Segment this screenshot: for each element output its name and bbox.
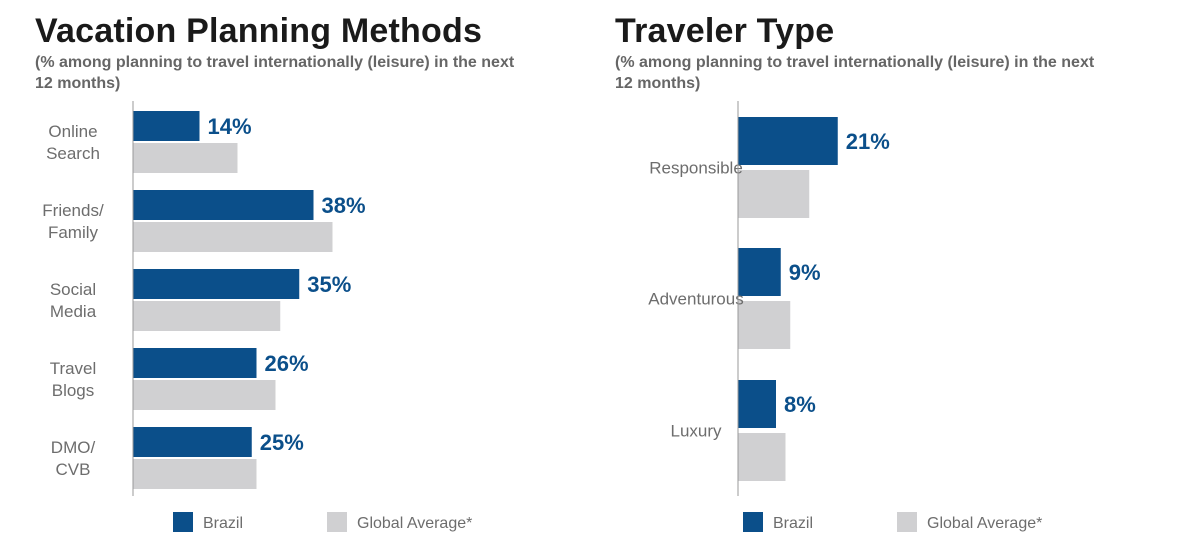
bar-global-average xyxy=(738,433,786,481)
legend-swatch-brazil xyxy=(743,512,763,532)
bar-global-average xyxy=(133,301,281,331)
category-label: DMO/ xyxy=(51,438,96,457)
data-label: 38% xyxy=(322,193,366,218)
category-label: Adventurous xyxy=(648,290,743,309)
legend-swatch-global-average xyxy=(897,512,917,532)
data-label: 21% xyxy=(846,129,890,154)
category-label: Responsible xyxy=(649,159,743,178)
category-label: Media xyxy=(50,302,97,321)
bar-brazil xyxy=(738,248,781,296)
bar-global-average xyxy=(133,459,257,489)
bar-global-average xyxy=(133,143,238,173)
category-label: Online xyxy=(48,122,97,141)
chart-title: Vacation Planning Methods xyxy=(35,12,483,50)
data-label: 25% xyxy=(260,430,304,455)
traveler-type-panel: 21% Responsible 9% Adventurous 8% Luxury Brazi… xyxy=(600,0,1200,546)
category-label: Friends/ xyxy=(42,201,104,220)
data-label: 35% xyxy=(307,272,351,297)
bar-global-average xyxy=(738,170,810,218)
bar-brazil xyxy=(133,348,257,378)
bar-global-average xyxy=(133,380,276,410)
bar-brazil xyxy=(133,111,200,141)
bar-brazil xyxy=(738,380,776,428)
chart-subtitle: (% among planning to travel internationa… xyxy=(615,54,1095,92)
bar-brazil xyxy=(133,427,252,457)
chart-title: Traveler Type xyxy=(615,12,835,50)
legend-label-brazil: Brazil xyxy=(203,515,243,532)
traveler-type-chart: 21% Responsible 9% Adventurous 8% Luxury Brazi… xyxy=(648,101,1042,532)
category-label: Family xyxy=(48,223,99,242)
bar-brazil xyxy=(738,117,838,165)
category-label: Social xyxy=(50,280,96,299)
bar-global-average xyxy=(133,222,333,252)
data-label: 8% xyxy=(784,392,816,417)
bar-global-average xyxy=(738,301,791,349)
legend-swatch-brazil xyxy=(173,512,193,532)
category-label: Blogs xyxy=(52,381,95,400)
legend-label-global-average: Global Average* xyxy=(927,515,1042,532)
bar-brazil xyxy=(133,269,300,299)
category-label: Travel xyxy=(50,359,97,378)
category-label: Luxury xyxy=(670,422,722,441)
legend-label-brazil: Brazil xyxy=(773,515,813,532)
vacation-planning-chart: 14% Online Search 38% Friends/Family 35% Socia… xyxy=(42,101,472,532)
chart-subtitle: (% among planning to travel internationa… xyxy=(35,54,515,92)
data-label: 14% xyxy=(208,114,252,139)
data-label: 9% xyxy=(789,260,821,285)
vacation-planning-panel: 14% Online Search 38% Friends/Family 35% Socia… xyxy=(0,0,590,546)
legend-label-global-average: Global Average* xyxy=(357,515,472,532)
bar-brazil xyxy=(133,190,314,220)
legend-swatch-global-average xyxy=(327,512,347,532)
data-label: 26% xyxy=(265,351,309,376)
category-label: CVB xyxy=(56,460,91,479)
category-label: Search xyxy=(46,144,100,163)
